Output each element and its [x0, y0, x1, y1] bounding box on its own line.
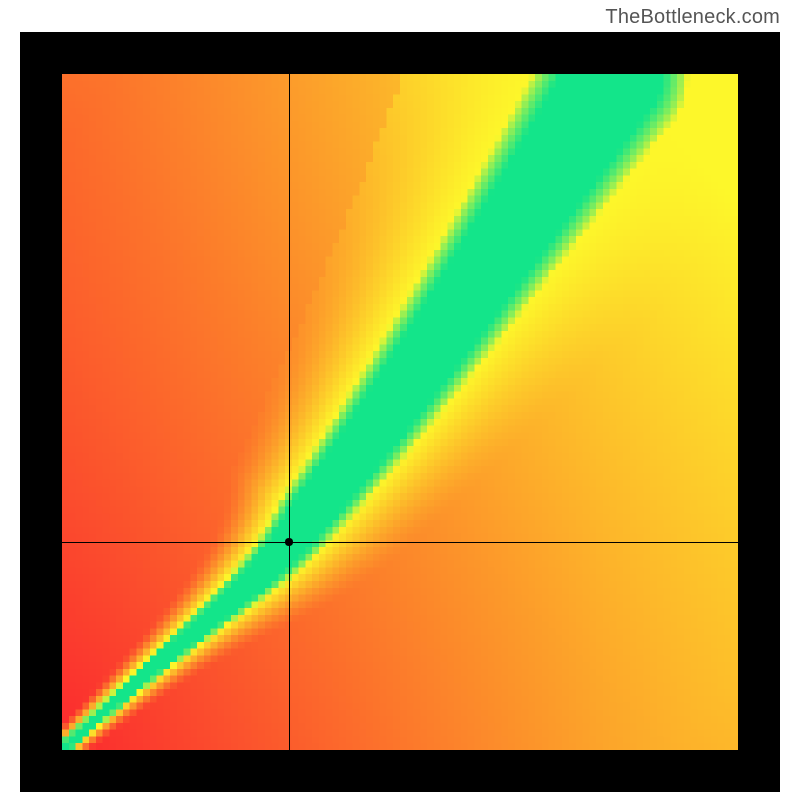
crosshair-vertical: [289, 74, 290, 750]
chart-container: TheBottleneck.com: [0, 0, 800, 800]
crosshair-horizontal: [62, 542, 738, 543]
watermark-text: TheBottleneck.com: [605, 6, 780, 29]
crosshair-dot: [283, 536, 295, 548]
plot-area: [62, 74, 738, 750]
heatmap-canvas: [62, 74, 738, 750]
